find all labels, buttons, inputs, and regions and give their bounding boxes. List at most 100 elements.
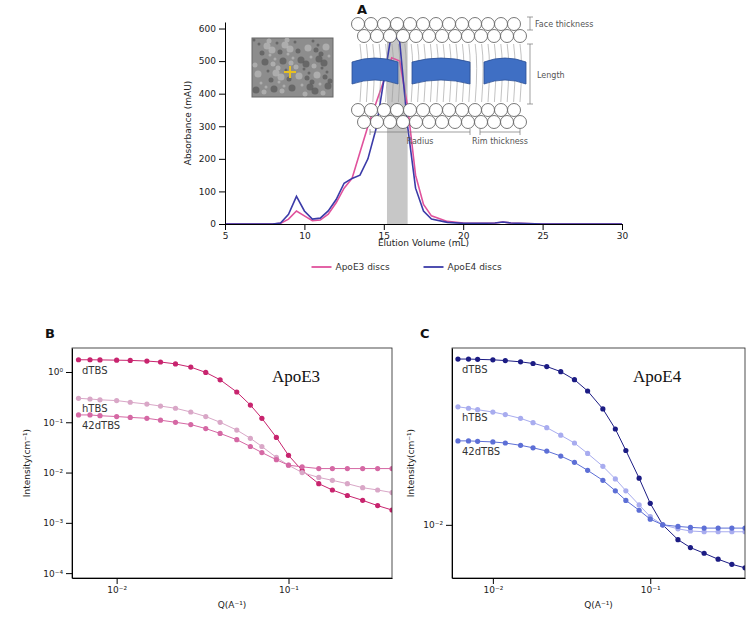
lipid-head — [430, 18, 443, 31]
data-point — [114, 398, 119, 403]
data-point — [530, 445, 535, 450]
series-line — [78, 360, 392, 510]
y-tick: 10⁻² — [423, 520, 452, 530]
data-point — [455, 404, 460, 409]
data-point — [613, 488, 618, 493]
data-point — [623, 488, 628, 493]
micrograph-particle — [262, 59, 269, 66]
micrograph-particle — [260, 51, 265, 56]
y-tick-label: 10⁻¹ — [43, 418, 63, 428]
lipid-head — [456, 104, 469, 117]
micrograph-particle — [287, 46, 294, 53]
lipid-head — [514, 30, 527, 43]
data-point — [490, 357, 495, 362]
data-point — [76, 357, 81, 362]
data-point — [97, 397, 102, 402]
lipid-head — [514, 116, 527, 129]
micrograph-particle — [312, 40, 315, 43]
plot-area — [76, 357, 392, 512]
micrograph-particle — [278, 81, 281, 84]
x-tick: 10 — [299, 224, 311, 241]
y-axis-line — [72, 349, 73, 579]
data-point — [490, 439, 495, 444]
micrograph-particle — [296, 73, 303, 80]
micrograph-particle — [287, 53, 290, 56]
micrograph-particle — [283, 85, 286, 88]
data-point — [600, 478, 605, 483]
data-point — [316, 466, 321, 471]
y-tick-label: 600 — [199, 24, 216, 34]
x-tick-label: 10⁻² — [107, 585, 127, 595]
data-point — [87, 357, 92, 362]
micrograph-particle — [285, 38, 290, 43]
x-tick-label: 10⁻² — [483, 585, 503, 595]
data-point — [188, 409, 193, 414]
lipid-head — [469, 104, 482, 117]
plot-frame — [72, 348, 392, 578]
data-point — [286, 453, 291, 458]
lipid-head — [462, 30, 475, 43]
lipid-head — [417, 18, 430, 31]
panel: 10⁻²10⁻¹10⁻²Q(A⁻¹)Intensity(cm⁻¹)CApoE4d… — [406, 326, 748, 610]
data-point — [128, 358, 133, 363]
data-point — [503, 440, 508, 445]
chart-title: ApoE4 — [633, 367, 682, 386]
micrograph-particle — [323, 44, 330, 51]
micrograph-particle — [305, 45, 312, 52]
panel: 10⁻²10⁻¹10⁻⁴10⁻³10⁻²10⁻¹10⁰Q(A⁻¹)Intensi… — [22, 326, 395, 610]
micrograph-particle — [289, 61, 294, 66]
data-point — [466, 438, 471, 443]
series-line — [458, 407, 745, 532]
data-point — [76, 412, 81, 417]
micrograph-particle — [280, 58, 287, 65]
data-point — [360, 485, 365, 490]
y-tick-mark — [219, 191, 225, 192]
data-point — [688, 545, 693, 550]
data-point — [173, 361, 178, 366]
x-tick-label: 10⁻¹ — [279, 585, 299, 595]
data-point — [248, 402, 253, 407]
series-line — [78, 415, 392, 469]
lipid-head — [371, 30, 384, 43]
micrograph-particle — [314, 48, 319, 53]
lipid-head — [508, 18, 521, 31]
data-point — [218, 420, 223, 425]
micrograph-particle — [312, 64, 317, 69]
micrograph-particle — [321, 91, 326, 96]
micrograph-particle — [253, 39, 256, 42]
y-tick: 10⁻³ — [43, 518, 72, 528]
data-point — [585, 468, 590, 473]
micrograph-particle — [301, 84, 304, 87]
micrograph-particle — [294, 41, 297, 44]
micrograph-particle — [278, 74, 285, 81]
plot-area — [455, 356, 745, 570]
data-point — [375, 466, 380, 471]
y-tick-label: 500 — [199, 56, 216, 66]
data-point — [660, 522, 665, 527]
y-axis: 10⁻² — [423, 349, 452, 579]
micrograph-particle — [294, 65, 299, 70]
data-point — [688, 525, 693, 530]
data-point — [144, 401, 149, 406]
y-axis-title: Intensity(cm⁻¹) — [22, 429, 32, 497]
data-point — [572, 440, 577, 445]
lipid-head — [404, 104, 417, 117]
data-point — [600, 464, 605, 469]
x-tick-mark — [384, 224, 385, 230]
data-point — [675, 524, 680, 529]
lipid-head — [488, 116, 501, 129]
data-point — [330, 487, 335, 492]
lipid-tail — [482, 44, 484, 102]
micrograph-particle — [269, 47, 276, 54]
series-line — [225, 32, 622, 224]
data-point — [503, 358, 508, 363]
x-axis-line — [453, 578, 746, 579]
data-point — [259, 444, 264, 449]
panel-letter: A — [357, 2, 367, 17]
y-tick-mark — [219, 159, 225, 160]
data-point — [259, 416, 264, 421]
data-point — [660, 522, 665, 527]
data-point — [173, 406, 178, 411]
data-point — [375, 487, 380, 492]
x-tick-mark — [289, 578, 290, 584]
